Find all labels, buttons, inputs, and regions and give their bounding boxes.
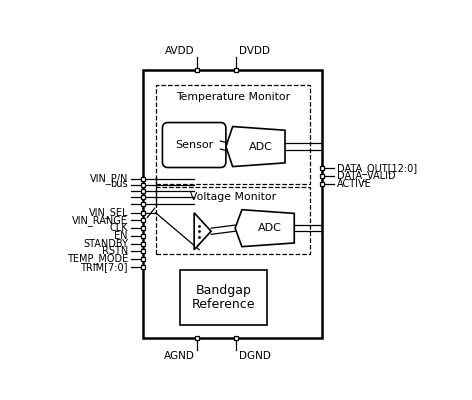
Bar: [195, 336, 199, 340]
Bar: [320, 174, 324, 178]
Bar: [234, 336, 238, 340]
Text: DATA_OUT[12:0]: DATA_OUT[12:0]: [337, 163, 418, 174]
Text: VIN_RANGE: VIN_RANGE: [72, 215, 128, 226]
Bar: [156, 186, 310, 254]
Text: ADC: ADC: [248, 142, 272, 152]
Text: AVDD: AVDD: [165, 46, 194, 56]
Bar: [234, 68, 238, 72]
Text: RSTN: RSTN: [101, 246, 128, 256]
Text: bus: bus: [110, 178, 128, 188]
Text: TRIM[7:0]: TRIM[7:0]: [80, 262, 128, 272]
Bar: [141, 183, 145, 187]
Bar: [141, 211, 145, 215]
Text: TEMP_MODE: TEMP_MODE: [67, 254, 128, 264]
Bar: [141, 226, 145, 230]
Text: AGND: AGND: [164, 351, 194, 361]
Bar: [320, 166, 324, 170]
Bar: [141, 189, 145, 193]
Bar: [141, 202, 145, 206]
Bar: [141, 249, 145, 253]
Bar: [156, 85, 310, 184]
FancyBboxPatch shape: [162, 122, 226, 168]
Text: VIN_P/N: VIN_P/N: [90, 174, 128, 184]
Bar: [320, 182, 324, 186]
Text: STANDBY: STANDBY: [83, 238, 128, 248]
Polygon shape: [235, 210, 294, 247]
Text: CLK: CLK: [110, 223, 128, 233]
Text: DGND: DGND: [239, 351, 270, 361]
Bar: [143, 70, 322, 338]
Bar: [141, 177, 145, 181]
Text: EN: EN: [114, 231, 128, 241]
Polygon shape: [194, 213, 211, 250]
Bar: [141, 242, 145, 246]
Text: Temperature Monitor: Temperature Monitor: [176, 92, 290, 102]
Text: ADC: ADC: [258, 223, 282, 233]
Bar: [141, 265, 145, 269]
Text: DVDD: DVDD: [239, 46, 270, 56]
Bar: [180, 270, 267, 325]
Bar: [141, 257, 145, 261]
Text: Bandgap: Bandgap: [195, 284, 252, 297]
Bar: [195, 68, 199, 72]
Text: DATA_VALID: DATA_VALID: [337, 170, 396, 181]
Text: Reference: Reference: [192, 298, 255, 311]
Bar: [141, 218, 145, 222]
Polygon shape: [226, 126, 285, 166]
Text: Sensor: Sensor: [175, 140, 213, 150]
Bar: [141, 195, 145, 199]
Text: Voltage Monitor: Voltage Monitor: [190, 192, 276, 202]
Text: VIN_SEL: VIN_SEL: [88, 207, 128, 218]
Bar: [141, 234, 145, 238]
Text: ACTIVE: ACTIVE: [337, 178, 372, 188]
